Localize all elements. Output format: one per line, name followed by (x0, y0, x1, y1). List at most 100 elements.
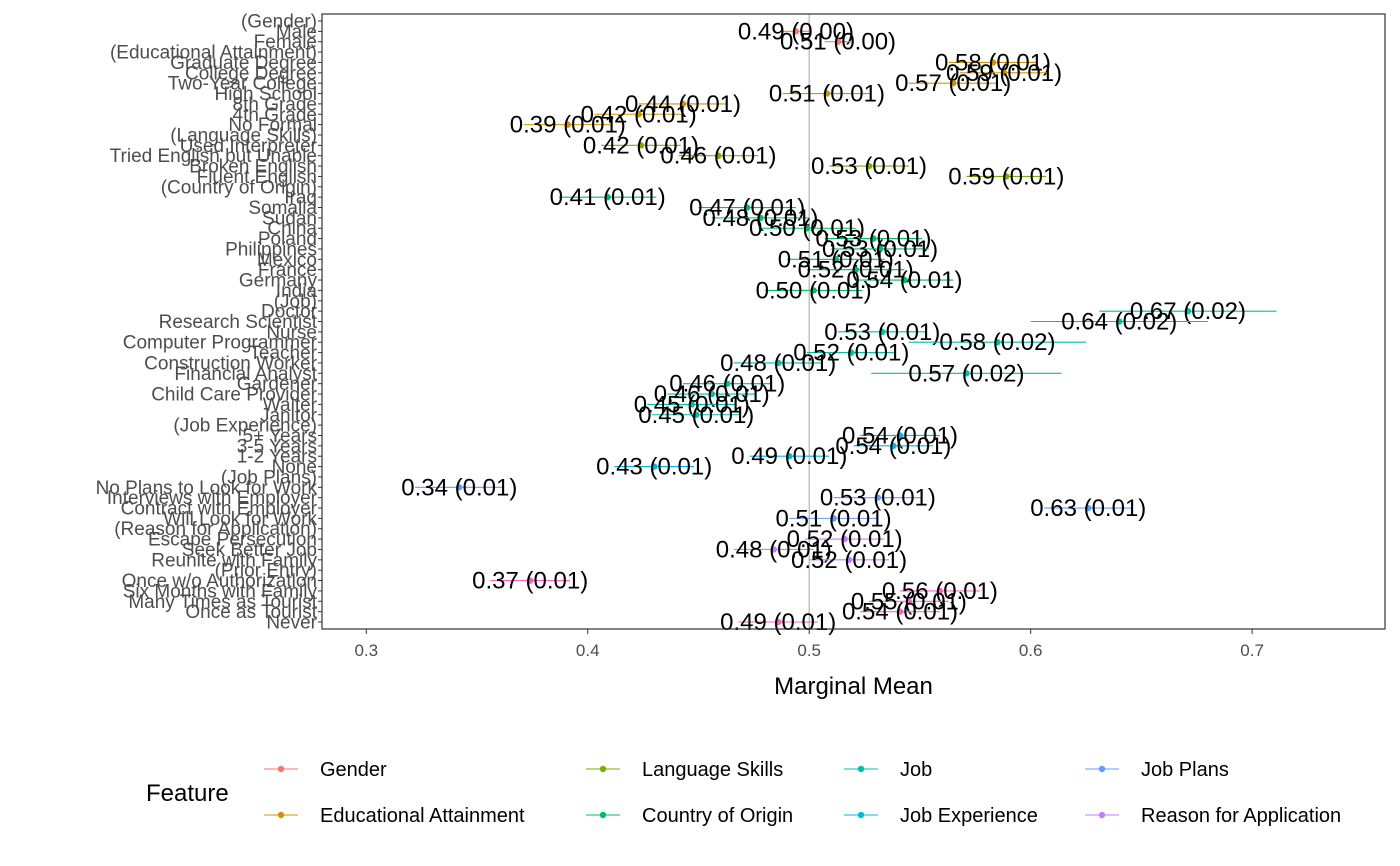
y-tick-label: (Gender) (241, 12, 317, 33)
y-tick-label: None (272, 457, 317, 478)
legend-key-point (857, 811, 865, 819)
y-tick-label: 5+ Years (243, 426, 318, 447)
data-label: 0.49 (0.00) (738, 18, 854, 45)
y-tick-label: 8th Grade (233, 94, 318, 115)
data-label: 0.52 (0.01) (798, 257, 914, 284)
y-tick-label: (Job Plans) (221, 467, 317, 488)
estimate-point (693, 411, 700, 418)
estimate-point (775, 618, 782, 626)
y-tick-label: Male (276, 22, 317, 43)
y-tick-label: Contract with Employer (121, 499, 318, 520)
x-tick-label: 0.6 (1019, 641, 1043, 660)
data-label: 0.52 (0.01) (793, 340, 909, 367)
legend-item-label: Country of Origin (642, 805, 793, 827)
data-label: 0.42 (0.01) (581, 101, 697, 128)
estimate-point (823, 90, 831, 97)
y-tick-label: Doctor (261, 302, 318, 323)
y-tick-label: Once as Tourist (185, 602, 317, 623)
data-label: 0.45 (0.01) (634, 391, 750, 418)
data-label: 0.57 (0.01) (895, 70, 1011, 97)
data-label: 0.54 (0.01) (842, 599, 958, 626)
data-marks-layer: 0.49 (0.00)0.51 (0.00)0.58 (0.01)0.59 (0… (401, 18, 1277, 636)
estimate-point (870, 235, 877, 242)
data-label: 0.55 (0.01) (851, 588, 967, 615)
y-tick-label: College Degree (185, 63, 317, 84)
estimate-point (841, 535, 848, 543)
data-label: 0.49 (0.01) (731, 443, 847, 470)
y-tick-label: Somalia (248, 198, 317, 219)
estimate-point (775, 359, 782, 367)
data-label: 0.51 (0.01) (778, 246, 894, 273)
legend-item-label: Job Plans (1141, 759, 1229, 781)
estimate-point (803, 225, 811, 232)
legend-key-point (599, 811, 607, 819)
estimate-point (830, 515, 837, 522)
estimate-point (456, 484, 463, 491)
data-label: 0.45 (0.01) (638, 402, 754, 429)
legend-key-point (1098, 765, 1106, 773)
data-label: 0.56 (0.01) (882, 578, 998, 605)
y-tick-label: Many Times as Tourist (128, 592, 317, 613)
legend-item-label: Reason for Application (1141, 805, 1341, 827)
y-tick-label: Interviews with Employer (107, 488, 318, 509)
legend-key-point (599, 765, 607, 773)
data-label: 0.53 (0.01) (815, 226, 931, 253)
y-tick-label: Mexico (257, 250, 317, 271)
data-label: 0.54 (0.01) (835, 433, 951, 460)
y-tick-label: Waiter (263, 395, 318, 416)
x-tick-label: 0.4 (576, 641, 600, 660)
estimate-point (650, 463, 658, 470)
estimate-point (708, 390, 715, 398)
x-tick-label: 0.7 (1240, 641, 1264, 660)
estimate-point (715, 152, 722, 159)
estimate-point (963, 370, 970, 377)
y-tick-label: (Job) (274, 291, 317, 312)
data-label: 0.46 (0.01) (660, 143, 776, 170)
estimate-point (679, 100, 687, 108)
data-label: 0.54 (0.01) (846, 267, 962, 294)
estimate-point (896, 432, 904, 439)
estimate-point (1184, 307, 1192, 315)
estimate-point (949, 79, 957, 87)
estimate-point (688, 401, 696, 408)
x-tick-label: 0.3 (354, 641, 378, 660)
y-tick-label: Nurse (266, 322, 317, 343)
estimate-point (936, 587, 944, 595)
data-label: 0.52 (0.01) (787, 526, 903, 553)
y-tick-label: Financial Analyst (174, 364, 317, 385)
y-tick-label: Janitor (260, 405, 318, 426)
legend-item-label: Job (900, 759, 932, 781)
data-label: 0.63 (0.01) (1030, 495, 1146, 522)
estimate-point (724, 380, 731, 387)
y-tick-label: Graduate Degree (170, 53, 317, 74)
y-tick-label: Sudan (262, 208, 317, 229)
estimate-point (792, 28, 800, 35)
y-tick-label: Escape Persecution (148, 530, 317, 551)
estimate-point (848, 349, 855, 356)
data-label: 0.34 (0.01) (401, 474, 517, 501)
y-tick-label: Six Months with Family (123, 581, 318, 602)
y-tick-label: 1-2 Years (237, 447, 317, 468)
data-label: 0.50 (0.01) (756, 277, 872, 304)
y-tick-label: Broken English (189, 157, 317, 178)
data-label: 0.44 (0.01) (625, 91, 741, 118)
data-label: 0.53 (0.01) (820, 485, 936, 512)
x-axis: 0.3 0.4 0.5 0.6 0.7 (354, 629, 1264, 660)
y-tick-label: Child Care Provider (151, 385, 317, 406)
y-tick-label: Computer Programmer (123, 333, 318, 354)
y-tick-label: (Prior Entry) (215, 561, 317, 582)
legend-item-label: Educational Attainment (320, 805, 525, 827)
y-tick-label: Iraq (284, 188, 317, 209)
estimate-point (890, 442, 897, 450)
y-tick-label: Construction Worker (144, 353, 317, 374)
estimate-point (1116, 318, 1123, 325)
estimate-point (879, 328, 886, 336)
legend-key-point (857, 765, 865, 773)
estimate-point (564, 121, 572, 128)
estimate-point (834, 38, 842, 45)
y-tick-label: Research Scientist (159, 312, 318, 333)
data-label: 0.48 (0.01) (720, 350, 836, 377)
estimate-point (905, 598, 913, 605)
y-tick-label: Tried English but Unable (110, 146, 317, 167)
